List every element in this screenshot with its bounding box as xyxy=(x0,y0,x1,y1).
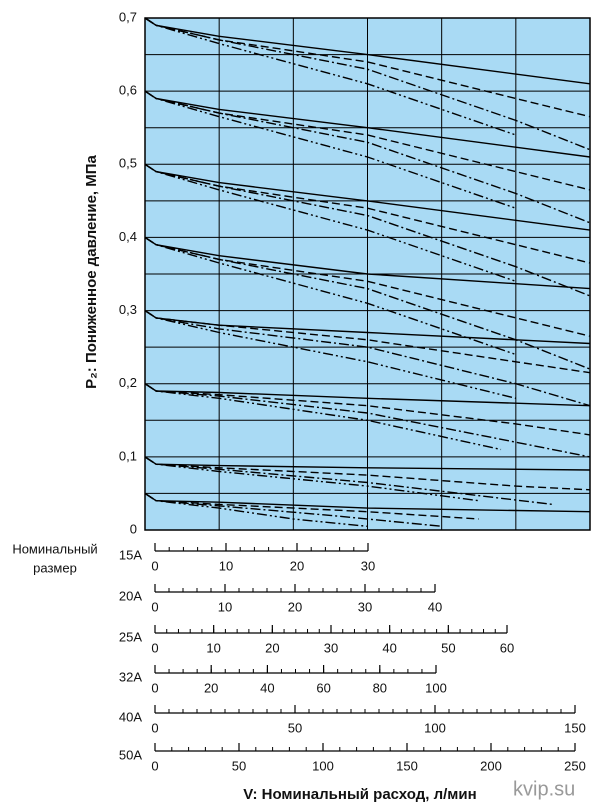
curve xyxy=(144,90,517,209)
y-tick-label: 0,2 xyxy=(119,375,137,390)
size-axis-label: 20A xyxy=(119,588,142,603)
x-tick-label: 30 xyxy=(361,558,375,573)
x-tick-label: 30 xyxy=(358,599,372,614)
curve xyxy=(144,492,479,520)
plot-frame xyxy=(144,17,591,531)
x-tick-label: 50 xyxy=(441,640,455,655)
x-tick-label: 250 xyxy=(564,758,586,773)
x-tick-label: 20 xyxy=(288,599,302,614)
curve xyxy=(144,310,516,399)
x-tick-label: 0 xyxy=(151,720,158,735)
size-axis-label: 50A xyxy=(119,747,142,762)
y-tick-label: 0,4 xyxy=(119,229,137,244)
x-tick-label: 10 xyxy=(218,599,232,614)
curve xyxy=(144,17,591,151)
size-axis-label: 40A xyxy=(119,709,142,724)
curve xyxy=(144,383,502,451)
x-tick-label: 20 xyxy=(290,558,304,573)
x-tick-label: 10 xyxy=(219,558,233,573)
x-tick-label: 60 xyxy=(316,680,330,695)
x-tick-label: 60 xyxy=(500,640,514,655)
x-tick-label: 20 xyxy=(265,640,279,655)
y-tick-label: 0 xyxy=(130,521,137,536)
x-tick-label: 0 xyxy=(151,640,158,655)
x-tick-label: 0 xyxy=(151,599,158,614)
x-tick-label: 200 xyxy=(480,758,502,773)
curve xyxy=(144,456,479,502)
curve xyxy=(144,492,368,527)
x-tick-label: 0 xyxy=(151,680,158,695)
curve xyxy=(144,310,591,374)
curve xyxy=(144,383,591,436)
x-tick-label: 50 xyxy=(232,758,246,773)
watermark: kvip.su xyxy=(513,778,575,800)
x-tick-label: 100 xyxy=(425,680,447,695)
size-label: Номинальный xyxy=(12,541,97,556)
y-tick-label: 0,7 xyxy=(119,9,137,24)
curve xyxy=(144,90,591,224)
curve xyxy=(144,236,591,370)
curve xyxy=(144,456,591,491)
size-label: размер xyxy=(33,560,77,575)
curve xyxy=(144,163,517,282)
curve xyxy=(144,17,517,136)
curve xyxy=(144,383,591,458)
x-tick-label: 0 xyxy=(151,758,158,773)
curve xyxy=(144,310,591,407)
x-axis-label: V: Номинальный расход, л/мин xyxy=(243,786,476,803)
y-axis-label: P₂: Пониженное давление, МПа xyxy=(83,154,100,388)
x-tick-label: 30 xyxy=(324,640,338,655)
x-tick-label: 40 xyxy=(260,680,274,695)
x-tick-label: 100 xyxy=(424,720,446,735)
x-tick-label: 80 xyxy=(373,680,387,695)
y-tick-label: 0,3 xyxy=(119,302,137,317)
x-tick-label: 50 xyxy=(288,720,302,735)
x-tick-label: 150 xyxy=(564,720,586,735)
x-tick-label: 100 xyxy=(312,758,334,773)
curve xyxy=(144,236,517,356)
y-tick-label: 0,1 xyxy=(119,448,137,463)
x-tick-label: 150 xyxy=(396,758,418,773)
x-tick-label: 40 xyxy=(428,599,442,614)
curve xyxy=(144,163,591,297)
x-tick-label: 0 xyxy=(151,558,158,573)
x-tick-label: 40 xyxy=(382,640,396,655)
y-tick-label: 0,5 xyxy=(119,156,137,171)
x-tick-label: 20 xyxy=(204,680,218,695)
size-axis-label: 25A xyxy=(119,629,142,644)
size-axis-label: 32A xyxy=(119,669,142,684)
y-tick-label: 0,6 xyxy=(119,83,137,98)
x-tick-label: 10 xyxy=(206,640,220,655)
size-axis-label: 15A xyxy=(119,547,142,562)
